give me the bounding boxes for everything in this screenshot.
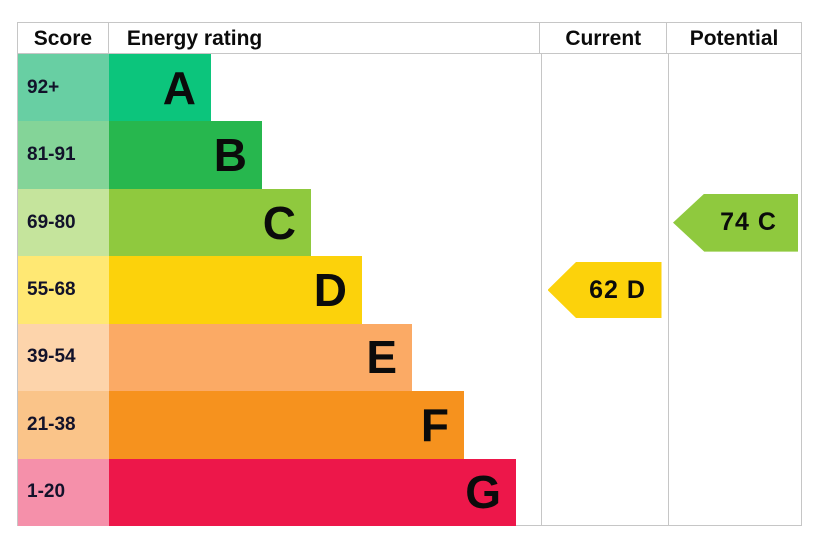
band-row: 1-20 G [18,458,541,526]
band-letter: A [162,61,196,114]
band-score-range: 1-20 [18,458,109,526]
band-row: 81-91 B [18,121,541,189]
band-letter: C [262,196,296,249]
table-header: Score Energy rating Current Potential [18,23,801,54]
band-score-range: 69-80 [18,188,109,257]
band-bar: E [109,323,412,392]
current-rating-label: 62 D [589,275,646,304]
band-score-range: 55-68 [18,256,109,324]
header-score: Score [18,23,109,54]
band-score-range: 92+ [18,54,109,122]
band-score-range: 21-38 [18,391,109,459]
band-row: 55-68 D [18,256,541,324]
current-column [541,54,668,526]
band-letter: B [213,129,247,182]
band-letter: F [420,398,449,451]
band-letter: G [465,466,501,519]
band-score-range: 81-91 [18,121,109,189]
band-row: 21-38 F [18,391,541,459]
potential-column [668,54,803,526]
band-bar: G [109,458,516,526]
band-rows: 92+ A 81-91 B 69-80 C 55-68 D 39-54 E 21… [18,54,541,526]
potential-rating-label: 74 C [720,208,777,237]
band-letter: D [313,263,347,316]
band-bar: B [109,121,262,189]
band-bar: A [109,54,211,122]
band-row: 69-80 C [18,188,541,257]
band-row: 92+ A [18,54,541,122]
epc-table: Score Energy rating Current Potential 92… [17,22,802,526]
table-body: 92+ A 81-91 B 69-80 C 55-68 D 39-54 E 21… [18,54,801,526]
band-row: 39-54 E [18,323,541,392]
band-bar: F [109,391,464,459]
band-bar: C [109,188,311,257]
header-potential: Potential [667,23,801,54]
band-score-range: 39-54 [18,323,109,392]
band-letter: E [366,331,397,384]
header-current: Current [540,23,668,54]
band-bar: D [109,256,362,324]
current-rating-arrow: 62 D [547,262,662,318]
header-energy-rating: Energy rating [108,23,541,54]
